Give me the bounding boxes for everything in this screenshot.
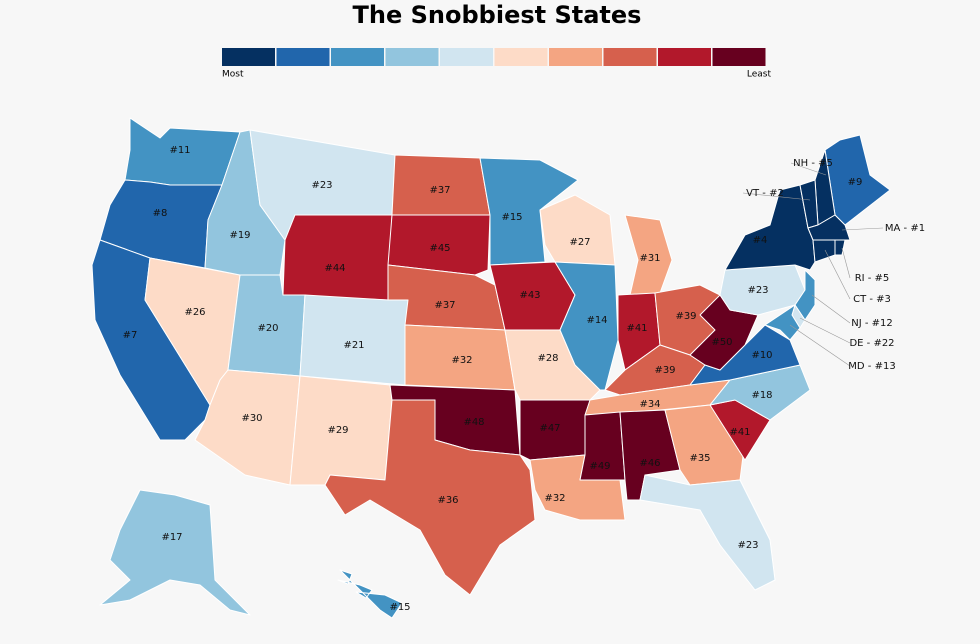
leader-line [742,192,811,201]
state [479,157,579,266]
state-label: MD - #13 [848,361,895,372]
state-label: #7 [123,330,138,341]
state [387,214,491,276]
state-label: #23 [311,180,332,191]
state-label: #17 [161,532,182,543]
state-label: #15 [501,212,522,223]
state [639,474,776,591]
state-label: #49 [589,461,610,472]
state-label: #20 [257,323,278,334]
state-label: VT - #2 [746,188,784,199]
legend-swatch [440,48,493,66]
legend-low-label: Most [222,70,244,80]
state-label: NH - #5 [793,158,833,169]
state-label: #21 [343,340,364,351]
state-label: CT - #3 [853,294,891,305]
legend-swatch [549,48,602,66]
state-label: #28 [537,353,558,364]
state-label: #32 [451,355,472,366]
leader-line [824,249,851,300]
legend-swatch [222,48,275,66]
leader-line [841,227,884,231]
state-label: #36 [437,495,458,506]
state-label: #31 [639,253,660,264]
state-label: #4 [753,235,768,246]
state-label: #23 [747,285,768,296]
state [387,264,506,331]
legend-swatch [385,48,439,66]
state-label: #19 [229,230,250,241]
state-label: #41 [729,427,750,438]
legend-swatch [658,48,711,66]
leader-line [841,247,851,279]
leader-line [790,162,827,176]
state-label: #47 [539,423,560,434]
state-label: #41 [626,323,647,334]
state-label: #46 [639,458,660,469]
legend-swatch [494,48,548,66]
state-label: #15 [389,602,410,613]
state-label: #8 [153,208,168,219]
legend-swatch [331,48,384,66]
legend-high-label: Least [747,70,772,80]
state-label: #37 [434,300,455,311]
state [324,399,536,596]
state-label: #30 [241,413,262,424]
legend-swatch [276,48,330,66]
state-label: #39 [675,311,696,322]
state-label: DE - #22 [849,338,894,349]
state-label: #32 [544,493,565,504]
legend-swatch [603,48,657,66]
state [812,239,836,263]
state-label: #50 [711,337,732,348]
state-label: #27 [569,237,590,248]
state [539,194,616,266]
states [91,117,891,619]
legend [222,48,766,66]
state [764,304,801,341]
state-label: #18 [751,390,772,401]
state-label: #44 [324,263,345,274]
state-label: #35 [689,453,710,464]
state [554,261,619,391]
legend-swatch [712,48,766,66]
state-label: #23 [737,540,758,551]
state-label: #29 [327,425,348,436]
state [99,489,251,616]
leader-line [789,324,851,367]
map-title: The Snobbiest States [353,1,642,29]
state-label: RI - #5 [855,273,890,284]
state [579,411,626,481]
state-label: #39 [654,365,675,376]
state [282,214,393,301]
labels: #11 #8 #7 #26 #19 #23 #44 #20 #21 #30 #29 #37 #45 #37… [123,145,925,613]
leader-line [799,317,851,344]
state-label: #43 [519,290,540,301]
state-label: #26 [184,307,205,318]
state-label: #34 [639,399,660,410]
state-label: #45 [429,243,450,254]
state [337,569,403,619]
state-label: MA - #1 [885,223,925,234]
state-label: #9 [848,177,863,188]
state-label: #11 [169,145,190,156]
state-label: NJ - #12 [851,318,893,329]
state-label: #37 [429,185,450,196]
state-label: #10 [751,350,772,361]
leader-line [811,294,851,324]
state-label: #14 [586,315,607,326]
state-label: #48 [463,417,484,428]
